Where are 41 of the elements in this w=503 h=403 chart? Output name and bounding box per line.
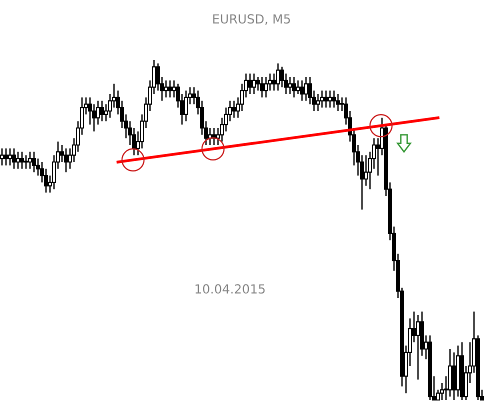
candlestick — [28, 151, 32, 170]
candlestick — [296, 80, 300, 95]
candlestick — [252, 72, 256, 95]
candlestick — [168, 80, 172, 98]
candlestick — [316, 93, 320, 112]
candlestick — [24, 154, 28, 170]
candlestick — [336, 93, 340, 112]
candlestick — [300, 80, 304, 102]
candlestick — [276, 62, 280, 92]
candlestick — [64, 148, 68, 173]
candlestick — [4, 148, 8, 166]
candlestick — [20, 151, 24, 170]
candlestick — [448, 348, 452, 398]
candlestick — [172, 80, 176, 98]
chart-title: EURUSD, M5 — [213, 14, 290, 25]
candlestick — [332, 90, 336, 108]
candlestick — [416, 314, 420, 380]
candlestick — [272, 72, 276, 92]
candlestick — [8, 148, 12, 166]
candlestick — [328, 90, 332, 108]
candlestick — [32, 151, 36, 173]
candlestick — [248, 72, 252, 95]
annotation: 10.04.2015 — [196, 284, 265, 294]
candlestick — [12, 148, 16, 170]
candlestick — [320, 90, 324, 108]
candlestick — [260, 76, 264, 98]
candlestick — [100, 100, 104, 122]
candlestick — [232, 100, 236, 118]
candlestick — [304, 76, 308, 102]
candlestick — [184, 90, 188, 122]
candlestick — [264, 76, 268, 98]
candlestick — [324, 90, 328, 108]
candlestick — [208, 127, 212, 146]
candlestick — [288, 76, 292, 95]
candlestick — [0, 148, 4, 166]
candlestick — [292, 76, 296, 98]
candlestick — [212, 127, 216, 146]
candlestick — [164, 80, 168, 98]
candlestick — [452, 352, 456, 401]
candlestick — [364, 154, 368, 186]
candlestick — [16, 151, 20, 170]
